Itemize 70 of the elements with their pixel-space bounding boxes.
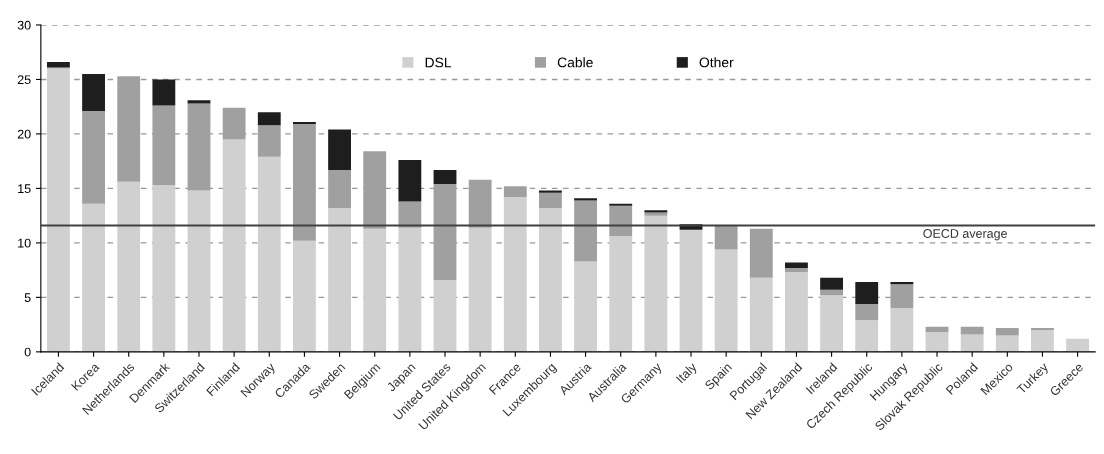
bar bbox=[293, 124, 316, 241]
bar bbox=[398, 227, 422, 352]
y-tick-label: 5 bbox=[24, 293, 31, 303]
bar bbox=[539, 208, 562, 352]
bar bbox=[925, 332, 949, 352]
bar bbox=[328, 208, 351, 352]
bar bbox=[714, 225, 738, 250]
bar bbox=[574, 261, 597, 352]
bar bbox=[820, 289, 844, 296]
bar bbox=[539, 190, 562, 193]
bar bbox=[503, 186, 527, 198]
bar bbox=[644, 215, 668, 352]
bar bbox=[574, 198, 597, 201]
bar bbox=[293, 240, 316, 352]
bar bbox=[82, 203, 105, 352]
bar bbox=[890, 308, 914, 352]
bar bbox=[785, 262, 808, 268]
bar bbox=[539, 192, 562, 209]
bar bbox=[890, 282, 914, 285]
bar bbox=[82, 111, 105, 204]
y-tick-label: 30 bbox=[17, 20, 31, 30]
bar bbox=[433, 279, 457, 352]
bar bbox=[820, 277, 844, 290]
bar bbox=[328, 129, 351, 170]
bar bbox=[785, 267, 808, 273]
bar bbox=[257, 156, 281, 352]
bar bbox=[855, 282, 879, 304]
legend-label: DSL bbox=[425, 57, 452, 68]
bar bbox=[503, 197, 527, 352]
bar bbox=[995, 335, 1019, 352]
bar bbox=[47, 62, 70, 68]
y-tick-label: 25 bbox=[17, 75, 31, 85]
bar bbox=[679, 229, 703, 352]
legend-label: Other bbox=[699, 57, 734, 68]
bar bbox=[398, 160, 422, 202]
bar bbox=[609, 203, 633, 206]
bar bbox=[785, 272, 808, 352]
bar bbox=[152, 79, 176, 106]
y-tick-label: 0 bbox=[24, 347, 31, 357]
bar bbox=[820, 295, 844, 352]
bar bbox=[855, 320, 879, 352]
bar bbox=[152, 185, 176, 352]
bar bbox=[1031, 327, 1054, 331]
bar bbox=[293, 121, 316, 125]
bar bbox=[398, 201, 422, 228]
ref-line-label: OECD average bbox=[923, 229, 1007, 241]
bar bbox=[960, 326, 984, 335]
bar bbox=[82, 74, 105, 112]
bar bbox=[363, 228, 387, 352]
y-tick-label: 20 bbox=[17, 129, 31, 139]
bar bbox=[1031, 330, 1054, 352]
bar bbox=[117, 181, 141, 352]
legend-label: Cable bbox=[557, 57, 593, 68]
bar bbox=[433, 169, 457, 185]
bar bbox=[749, 277, 773, 352]
bar bbox=[995, 327, 1019, 336]
bar bbox=[609, 236, 633, 352]
bar bbox=[609, 205, 633, 237]
y-tick-label: 10 bbox=[18, 238, 31, 248]
x-tick-label: Italy bbox=[675, 361, 700, 386]
bar bbox=[222, 139, 246, 352]
bar bbox=[960, 334, 984, 352]
bar bbox=[468, 227, 492, 352]
bar bbox=[257, 112, 281, 126]
bar bbox=[1066, 338, 1090, 352]
bar bbox=[187, 190, 211, 352]
bar bbox=[855, 303, 879, 321]
y-tick-label: 15 bbox=[18, 184, 31, 194]
bar bbox=[47, 68, 70, 352]
bar bbox=[714, 249, 738, 352]
